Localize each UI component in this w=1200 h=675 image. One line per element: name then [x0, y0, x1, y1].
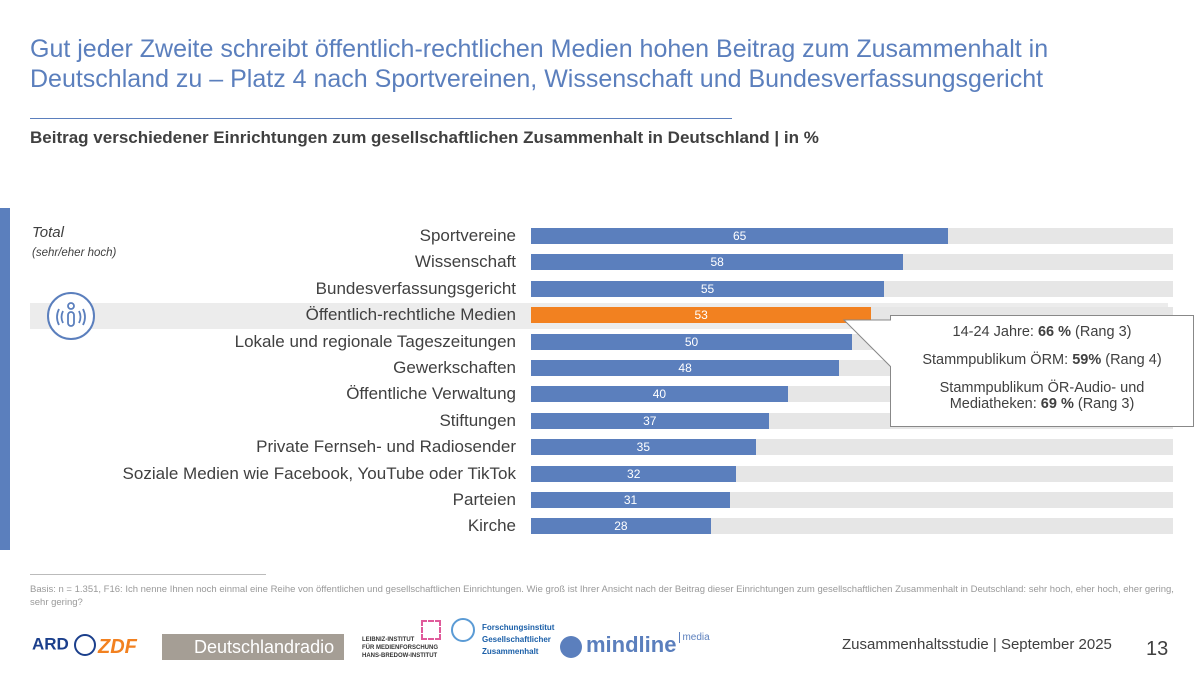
footnote-divider: [30, 574, 266, 575]
category-label: Gewerkschaften: [393, 358, 516, 377]
deutschlandradio-logo: Deutschlandradio: [162, 634, 344, 660]
bar-value-label: 53: [694, 308, 708, 323]
basis-footnote: Basis: n = 1.351, F16: Ich nenne Ihnen n…: [30, 584, 1174, 608]
title-divider: [30, 118, 732, 119]
chart-subtitle: Beitrag verschiedener Einrichtungen zum …: [30, 128, 819, 147]
bar-value-label: 55: [700, 281, 715, 296]
bar: [531, 254, 904, 271]
bar: [531, 280, 885, 297]
bar: [531, 360, 840, 376]
callout-pointer: [842, 316, 895, 372]
category-label: Wissenschaft: [414, 252, 516, 272]
category-label: Parteien: [452, 490, 516, 509]
bar-value-label: 31: [623, 493, 638, 507]
page-number: 13: [1146, 638, 1169, 660]
fgz-mark-icon: [451, 618, 475, 642]
category-label: Lokale und regionale Tageszeitungen: [234, 331, 516, 351]
bar: [531, 228, 949, 244]
category-label: Private Fernseh- und Radiosender: [256, 437, 516, 457]
category-label: Sportvereine: [419, 226, 516, 245]
group-sublabel: (sehr/eher hoch): [32, 247, 117, 259]
mindline-logo: mindline media: [586, 632, 710, 657]
bar-value-label: 35: [636, 440, 651, 455]
bar: [531, 518, 711, 535]
bar-value-label: 40: [652, 387, 667, 402]
bar-value-label: 37: [643, 413, 657, 428]
group-label: Total: [32, 224, 64, 241]
bar-value-label: 48: [678, 361, 692, 375]
bar-value-label: 58: [710, 255, 724, 270]
accent-bar: [0, 208, 10, 550]
category-label: Öffentlich-rechtliche Medien: [305, 305, 516, 325]
category-label: Kirche: [467, 516, 516, 536]
ard-logo: ARD: [32, 634, 96, 656]
leibniz-mark-icon: [421, 620, 441, 640]
category-label: Bundesverfassungsgericht: [315, 278, 516, 298]
callout-box: 14-24 Jahre: 66 % (Rang 3) Stammpublikum…: [890, 315, 1194, 427]
category-label: Soziale Medien wie Facebook, YouTube ode…: [122, 463, 516, 483]
mindline-mark-icon: [560, 636, 582, 658]
bar: [531, 307, 872, 324]
page-title: Gut jeder Zweite schreibt öffentlich-rec…: [30, 35, 1049, 93]
bar: [531, 386, 788, 403]
bar: [531, 412, 769, 429]
leibniz-logo: LEIBNIZ-INSTITUT FÜR MEDIENFORSCHUNG HANS-…: [362, 637, 438, 659]
bar: [531, 492, 731, 508]
bar-value-label: 65: [732, 229, 747, 243]
bar: [531, 333, 852, 350]
footer-study-label: Zusammenhaltsstudie | September 2025: [842, 636, 1112, 653]
bar-value-label: 28: [614, 519, 628, 534]
category-label: Öffentliche Verwaltung: [346, 384, 516, 404]
zdf-logo: ZDF: [98, 636, 137, 658]
broadcast-info-icon: [47, 292, 95, 340]
fgz-logo: Forschungsinstitut Gesellschaftlicher Zusa…: [482, 623, 555, 656]
bar: [531, 465, 737, 482]
bar-value-label: 50: [684, 334, 699, 349]
category-label: Stiftungen: [439, 410, 516, 430]
bar-value-label: 32: [627, 466, 641, 481]
bar: [531, 439, 756, 456]
